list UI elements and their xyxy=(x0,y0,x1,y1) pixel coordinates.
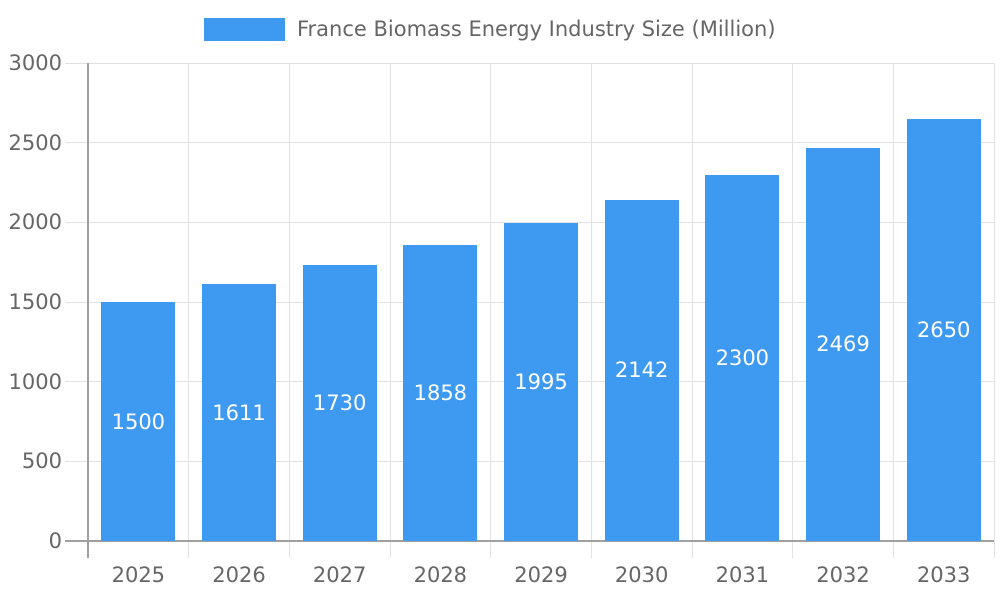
gridline-x xyxy=(892,63,894,558)
bar[interactable] xyxy=(504,223,578,541)
bar[interactable] xyxy=(806,147,880,541)
y-axis-tick-label: 2000 xyxy=(8,210,62,235)
x-axis-tick-label: 2032 xyxy=(816,563,870,587)
gridline-x xyxy=(590,63,592,558)
x-axis-line xyxy=(65,540,994,542)
x-axis-tick-label: 2026 xyxy=(212,563,266,587)
bar-value-label: 1858 xyxy=(413,380,468,405)
bar-value-label: 1995 xyxy=(514,370,568,395)
bar[interactable] xyxy=(906,118,981,541)
bar-value-label: 1611 xyxy=(212,400,266,425)
legend-swatch xyxy=(204,18,285,41)
bar[interactable] xyxy=(101,302,176,541)
y-axis-tick-label: 3000 xyxy=(8,51,62,75)
gridline-x xyxy=(389,63,391,558)
gridline-y xyxy=(65,142,994,144)
bar-value-label: 2650 xyxy=(916,317,971,342)
x-axis-tick-label: 2027 xyxy=(312,563,367,587)
y-axis-tick-label: 1000 xyxy=(8,369,62,394)
legend[interactable]: France Biomass Energy Industry Size (Mil… xyxy=(0,10,1000,50)
gridline-x xyxy=(691,63,693,558)
y-axis-tick-label: 500 xyxy=(21,449,62,474)
bar[interactable] xyxy=(302,265,377,541)
bar-value-label: 2142 xyxy=(614,358,669,383)
gridline-x xyxy=(792,63,794,558)
x-axis-tick-label: 2029 xyxy=(514,563,568,587)
x-axis-tick-label: 2031 xyxy=(715,563,770,587)
y-axis-tick-label: 2500 xyxy=(8,130,62,155)
gridline-y xyxy=(65,62,994,64)
legend-label: France Biomass Energy Industry Size (Mil… xyxy=(297,17,776,41)
x-axis-tick-label: 2025 xyxy=(111,563,166,587)
gridline-x xyxy=(993,63,995,558)
bar-value-label: 2300 xyxy=(715,345,770,370)
y-axis-tick-label: 1500 xyxy=(8,290,62,314)
bar[interactable] xyxy=(202,284,276,541)
y-axis-line xyxy=(87,63,89,558)
bar[interactable] xyxy=(403,244,478,541)
bar-value-label: 1730 xyxy=(312,391,367,416)
bar[interactable] xyxy=(705,174,780,541)
bar[interactable] xyxy=(604,199,679,541)
x-axis-tick-label: 2028 xyxy=(413,563,468,587)
bar-value-label: 1500 xyxy=(111,409,166,434)
bar-value-label: 2469 xyxy=(816,332,870,357)
gridline-x xyxy=(288,63,290,558)
gridline-x xyxy=(490,63,492,558)
y-axis-tick-label: 0 xyxy=(48,529,62,553)
x-axis-tick-label: 2033 xyxy=(916,563,971,587)
x-axis-tick-label: 2030 xyxy=(614,563,669,587)
gridline-y xyxy=(65,221,994,223)
gridline-x xyxy=(188,63,190,558)
